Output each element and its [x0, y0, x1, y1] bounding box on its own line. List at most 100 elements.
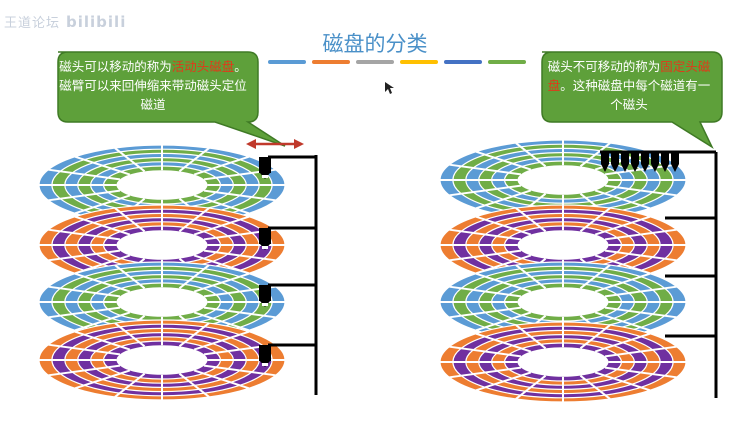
sector-line	[449, 366, 522, 379]
sector-line	[48, 364, 121, 377]
callout-left-highlight: 活动头磁盘	[171, 59, 235, 74]
watermark-text: 王道论坛	[4, 16, 61, 31]
platter	[38, 319, 286, 401]
sector-line	[74, 155, 131, 176]
sector-line	[449, 306, 522, 319]
read-write-head	[259, 157, 271, 179]
sector-line	[475, 189, 532, 210]
sector-line	[594, 311, 651, 332]
title-bar-segment	[312, 60, 350, 64]
sector-line	[193, 330, 250, 351]
sector-line	[178, 147, 210, 173]
sector-line	[515, 207, 547, 233]
title-bar-segment	[400, 60, 438, 64]
sector-line	[193, 254, 250, 275]
title-bar-segment	[356, 60, 394, 64]
sector-line	[48, 306, 121, 319]
platter	[439, 261, 687, 343]
sector-line	[48, 228, 121, 241]
platter	[439, 139, 687, 221]
sector-line	[203, 364, 276, 377]
fixed-head-disk	[439, 139, 718, 403]
sector-line	[193, 272, 250, 293]
callout-fixed-head: 磁头不可移动的称为固定头磁盘。这种磁盘中每个磁道有一个磁头	[543, 57, 715, 114]
sector-line	[604, 249, 677, 262]
sector-line	[579, 374, 611, 400]
sector-line	[604, 184, 677, 197]
sector-line	[203, 249, 276, 262]
spindle-hole	[517, 165, 609, 195]
sector-line	[594, 332, 651, 353]
fixed-head	[641, 152, 649, 172]
sector-line	[74, 254, 131, 275]
read-write-head	[259, 285, 271, 307]
sector-line	[449, 249, 522, 262]
sector-line	[604, 306, 677, 319]
bilibili-logo: bilibili	[66, 13, 127, 31]
fixed-head	[631, 152, 639, 172]
fixed-head	[651, 152, 659, 172]
sector-line	[579, 142, 611, 168]
sector-line	[203, 306, 276, 319]
callout-moving-head: 磁头可以移动的称为活动头磁盘。磁臂可以来回伸缩来带动磁头定位磁道	[58, 57, 248, 114]
sector-line	[515, 324, 547, 350]
callout-right-text: 磁头不可移动的称为	[547, 59, 661, 74]
sector-line	[475, 371, 532, 392]
platter	[38, 144, 286, 226]
sector-line	[475, 150, 532, 171]
sector-line	[594, 254, 651, 275]
sector-line	[74, 272, 131, 293]
fixed-head	[661, 152, 669, 172]
sector-line	[515, 374, 547, 400]
sector-line	[193, 311, 250, 332]
sector-line	[74, 330, 131, 351]
sector-line	[604, 366, 677, 379]
sector-line	[594, 371, 651, 392]
sector-line	[114, 372, 146, 398]
sector-line	[48, 285, 121, 298]
sector-line	[604, 345, 677, 358]
platter	[38, 261, 286, 343]
sector-line	[74, 311, 131, 332]
sector-line	[579, 264, 611, 290]
callout-left-bubble	[57, 51, 286, 147]
sector-line	[449, 345, 522, 358]
sector-line	[48, 249, 121, 262]
moving-head-disk	[38, 144, 318, 401]
read-write-head	[259, 228, 271, 250]
sector-line	[579, 207, 611, 233]
sector-line	[114, 264, 146, 290]
title-bar-segment	[488, 60, 526, 64]
sector-line	[193, 369, 250, 390]
fixed-head	[671, 152, 679, 172]
title-bar-segment	[268, 60, 306, 64]
platter	[38, 204, 286, 286]
fixed-head	[621, 152, 629, 172]
sector-line	[114, 147, 146, 173]
sector-line	[475, 254, 532, 275]
sector-line	[178, 322, 210, 348]
sector-line	[193, 155, 250, 176]
mouse-cursor-icon	[385, 82, 394, 94]
sector-line	[74, 369, 131, 390]
sector-line	[48, 168, 121, 181]
sector-line	[475, 311, 532, 332]
sector-line	[594, 272, 651, 293]
sector-line	[594, 189, 651, 210]
page-title: 磁盘的分类	[322, 32, 428, 56]
sector-line	[178, 207, 210, 233]
sector-line	[178, 264, 210, 290]
sector-line	[449, 184, 522, 197]
spindle-hole	[517, 230, 609, 260]
callout-left-text: 磁头可以移动的称为	[59, 59, 172, 74]
sector-line	[114, 207, 146, 233]
sector-line	[475, 272, 532, 293]
sector-line	[515, 142, 547, 168]
sector-line	[114, 322, 146, 348]
sector-line	[604, 228, 677, 241]
sector-line	[475, 215, 532, 236]
spindle-hole	[116, 170, 208, 200]
sector-line	[203, 189, 276, 202]
